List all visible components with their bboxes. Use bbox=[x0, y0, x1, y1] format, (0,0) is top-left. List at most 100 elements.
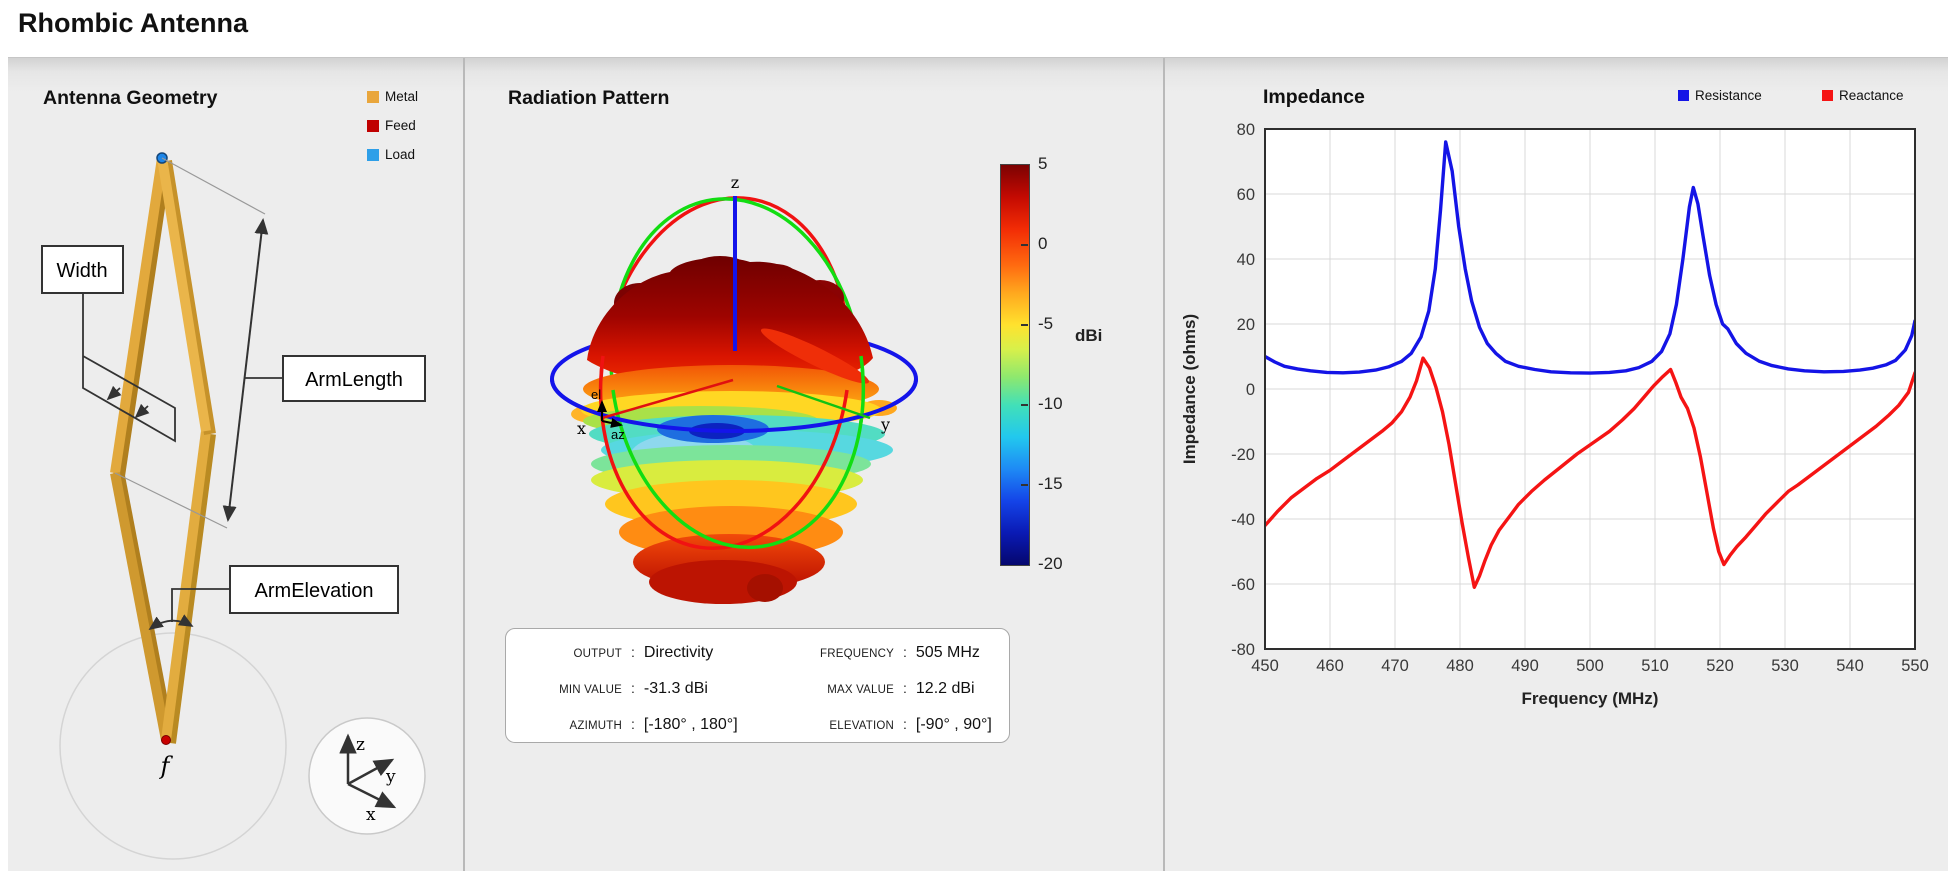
radiation-pattern-panel: Radiation Pattern bbox=[465, 58, 1163, 871]
x-axis-line bbox=[601, 378, 734, 420]
ground-circle bbox=[59, 632, 287, 860]
resistance-swatch bbox=[1678, 90, 1689, 101]
width-arrow bbox=[106, 385, 122, 401]
armlength-label: ArmLength bbox=[305, 369, 403, 391]
colorbar bbox=[1000, 164, 1030, 566]
colorbar-tick-mark bbox=[1021, 484, 1028, 486]
feed-label: f bbox=[159, 752, 174, 780]
colorbar-tick: -20 bbox=[1038, 554, 1063, 573]
feed-dot bbox=[161, 735, 171, 745]
series-resistance bbox=[1265, 140, 1915, 375]
elevation-circle-red-front bbox=[598, 355, 849, 551]
y-axis-title: Impedance (ohms) bbox=[1180, 314, 1199, 464]
antenna-arm bbox=[157, 157, 211, 432]
info-value: -31.3 dBi bbox=[643, 680, 708, 697]
antenna-arm bbox=[161, 430, 211, 741]
azimuth-circle-blue-front bbox=[550, 378, 918, 433]
width-label: Width bbox=[56, 260, 107, 282]
info-value: [-90° , 90°] bbox=[915, 716, 992, 733]
svg-text:20: 20 bbox=[1237, 316, 1255, 334]
width-measure-lines bbox=[82, 293, 176, 443]
plot-gridlines bbox=[1265, 129, 1915, 649]
antenna-arm bbox=[110, 157, 167, 474]
page-title: Rhombic Antenna bbox=[18, 8, 249, 38]
colorbar-tick-mark bbox=[1021, 244, 1028, 246]
colorbar-tick: -10 bbox=[1038, 394, 1063, 413]
legend-label: Feed bbox=[385, 118, 416, 133]
legend-label: Load bbox=[385, 147, 416, 162]
info-row-output: OUTPUT : Directivity bbox=[530, 644, 738, 680]
svg-text:0: 0 bbox=[1246, 381, 1255, 399]
z-axis-label: z bbox=[731, 173, 739, 192]
info-value: 12.2 dBi bbox=[915, 680, 975, 697]
elevation-circle-green-front bbox=[611, 355, 866, 550]
info-col-right: FREQUENCY : 505 MHz MAX VALUE : 12.2 dBi… bbox=[794, 644, 992, 752]
armelevation-connector bbox=[171, 588, 230, 622]
colorbar-tick: 0 bbox=[1038, 234, 1048, 253]
pattern-info-box: OUTPUT : Directivity MIN VALUE : -31.3 d… bbox=[505, 628, 1010, 743]
info-row-azimuth: AZIMUTH : [-180° , 180°] bbox=[530, 716, 738, 752]
colorbar-tick: -15 bbox=[1038, 474, 1063, 493]
impedance-chart: 450 460 470 480 490 500 510 520 530 540 550 80 60 40 2… bbox=[1180, 121, 1929, 708]
info-row-min-value: MIN VALUE : -31.3 dBi bbox=[530, 680, 738, 716]
colorbar-tick: 5 bbox=[1038, 154, 1048, 173]
info-label: FREQUENCY bbox=[819, 648, 894, 660]
colorbar-unit-label: dBi bbox=[1075, 326, 1103, 345]
info-label: MAX VALUE bbox=[827, 684, 894, 696]
svg-text:530: 530 bbox=[1771, 657, 1799, 675]
antenna-arms bbox=[110, 157, 216, 745]
pattern-panel-title: Radiation Pattern bbox=[508, 87, 670, 109]
info-label: OUTPUT bbox=[573, 648, 622, 660]
svg-text:500: 500 bbox=[1576, 657, 1604, 675]
info-colon: : bbox=[903, 644, 907, 660]
legend-item-reactance: Reactance bbox=[1822, 88, 1904, 103]
x-axis-label: x bbox=[577, 419, 586, 438]
svg-text:460: 460 bbox=[1316, 657, 1344, 675]
svg-text:-40: -40 bbox=[1231, 511, 1255, 529]
svg-text:60: 60 bbox=[1237, 186, 1255, 204]
info-row-elevation: ELEVATION : [-90° , 90°] bbox=[794, 716, 992, 752]
svg-text:480: 480 bbox=[1446, 657, 1474, 675]
armlength-extension-line bbox=[161, 157, 266, 215]
svg-text:-20: -20 bbox=[1231, 446, 1255, 464]
legend-item-metal: Metal bbox=[367, 89, 418, 104]
info-row-max-value: MAX VALUE : 12.2 dBi bbox=[794, 680, 992, 716]
legend-item-feed: Feed bbox=[367, 118, 416, 133]
feed-swatch bbox=[367, 119, 379, 132]
info-label: MIN VALUE bbox=[559, 684, 622, 696]
x-axis-title: Frequency (MHz) bbox=[1522, 689, 1659, 708]
panel-area: Antenna Geometry Metal Feed Load bbox=[8, 57, 1948, 871]
metal-swatch bbox=[367, 90, 379, 103]
geometry-panel-title: Antenna Geometry bbox=[43, 87, 218, 109]
svg-text:-60: -60 bbox=[1231, 576, 1255, 594]
colorbar-tick: -5 bbox=[1038, 314, 1054, 333]
armelevation-angle-arrow bbox=[148, 614, 194, 631]
series-reactance bbox=[1265, 356, 1915, 589]
antenna-geometry-figure: f Width ArmLength ArmElevation bbox=[41, 152, 426, 860]
y-axis-arrow bbox=[347, 758, 395, 786]
colorbar-tick-mark bbox=[1021, 324, 1028, 326]
info-col-left: OUTPUT : Directivity MIN VALUE : -31.3 d… bbox=[530, 644, 738, 752]
legend-label: Reactance bbox=[1839, 88, 1904, 103]
plot-series-lines bbox=[1265, 140, 1915, 589]
impedance-panel: Impedance Resistance Reactance 450 460 470… bbox=[1165, 58, 1948, 871]
width-arrow bbox=[134, 403, 150, 419]
info-colon: : bbox=[631, 716, 635, 732]
legend-label: Metal bbox=[385, 89, 419, 104]
triad-y-label: y bbox=[385, 767, 396, 787]
az-axis-label: az bbox=[611, 427, 625, 442]
triad-z-label: z bbox=[356, 735, 365, 755]
y-axis-label: y bbox=[880, 415, 890, 434]
radiation-pattern-figure: z y x el az bbox=[550, 173, 918, 604]
svg-text:40: 40 bbox=[1237, 251, 1255, 269]
armlength-callout-box bbox=[282, 355, 426, 402]
svg-text:470: 470 bbox=[1381, 657, 1409, 675]
info-value: [-180° , 180°] bbox=[643, 716, 738, 733]
legend-item-resistance: Resistance bbox=[1678, 88, 1762, 103]
origin-marker: el az bbox=[591, 387, 625, 442]
armlength-extension-line bbox=[114, 472, 228, 529]
svg-text:490: 490 bbox=[1511, 657, 1539, 675]
info-label: ELEVATION bbox=[829, 720, 894, 732]
info-colon: : bbox=[903, 716, 907, 732]
panel-divider bbox=[463, 58, 465, 871]
